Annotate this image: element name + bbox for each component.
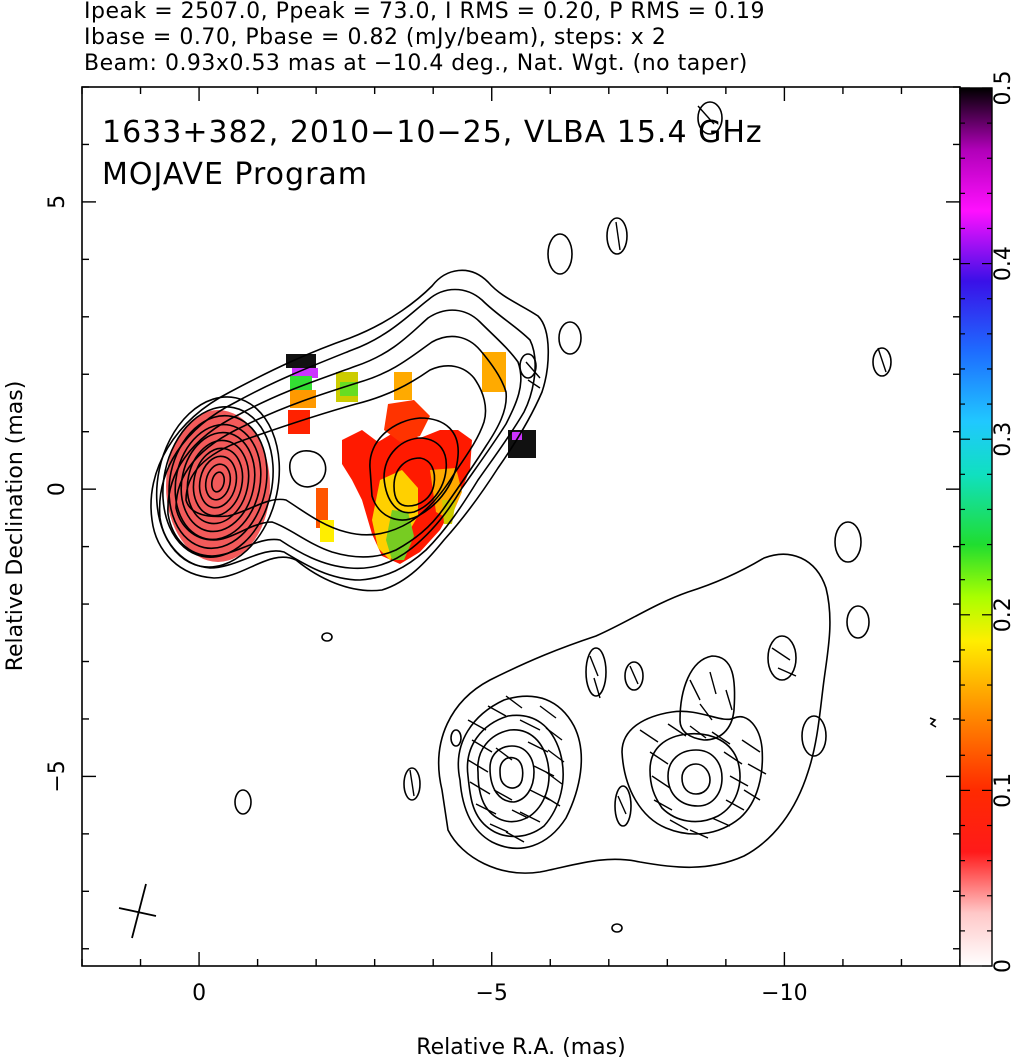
beam-symbol — [118, 883, 157, 939]
header-beam-line: Beam: 0.93x0.53 mas at −10.4 deg., Nat. … — [84, 51, 748, 76]
y-tick-labels: 5 0 −5 — [45, 195, 70, 793]
colorbar-label: 0.4 — [991, 246, 1016, 281]
y-tick-label: −5 — [45, 760, 70, 792]
evpa-vectors — [409, 105, 887, 843]
source-label: 1633+382, 2010−10−25, VLBA 15.4 GHz — [102, 115, 763, 150]
colorbar-label: 0.2 — [991, 597, 1016, 632]
x-tick-labels: 0 −5 −10 — [192, 981, 808, 1006]
colorbar-labels: 0 0.1 0.2 0.3 0.4 0.5 — [991, 71, 1016, 974]
colorbar-label: 0.5 — [991, 71, 1016, 106]
colorbar — [959, 87, 993, 967]
colorbar-label: 0.3 — [991, 422, 1016, 457]
x-tick-label: −10 — [761, 981, 807, 1006]
y-axis-label: Relative Declination (mas) — [3, 381, 28, 672]
colorbar-label: 0 — [991, 959, 1016, 973]
y-tick-label: 0 — [45, 482, 70, 496]
header-base-line: Ibase = 0.70, Pbase = 0.82 (mJy/beam), s… — [84, 25, 667, 50]
colorbar-label: 0.1 — [991, 773, 1016, 808]
y-tick-label: 5 — [45, 195, 70, 209]
x-tick-label: −5 — [476, 981, 508, 1006]
fractional-polarization-layer — [166, 352, 536, 564]
x-tick-label: 0 — [192, 981, 206, 1006]
program-label: MOJAVE Program — [102, 157, 368, 192]
colorbar-ticks — [960, 87, 992, 967]
x-axis-label: Relative R.A. (mas) — [416, 1035, 625, 1060]
intensity-contours — [150, 101, 937, 933]
header-stats-line: Ipeak = 2507.0, Ppeak = 73.0, I RMS = 0.… — [84, 0, 765, 24]
